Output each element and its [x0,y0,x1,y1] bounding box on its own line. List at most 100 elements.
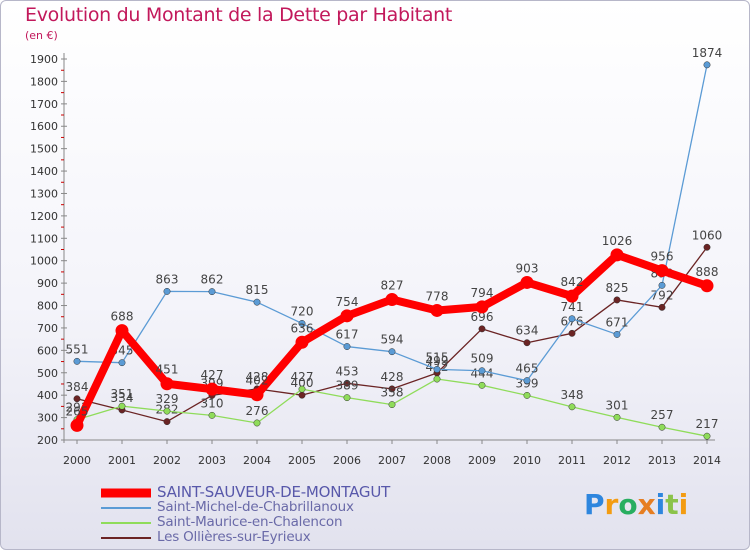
data-point [295,335,309,349]
x-tick-label: 2001 [108,454,136,467]
brand-letter: t [665,488,679,521]
data-label: 778 [426,289,449,303]
data-point [703,243,711,251]
data-label: 301 [606,398,629,412]
brand-letter: x [637,488,656,521]
data-label: 903 [516,261,539,275]
brand-letter: o [618,488,638,521]
data-label: 956 [651,250,674,264]
data-point [118,402,126,410]
x-tick-label: 2013 [648,454,676,467]
y-tick-label: 500 [37,367,58,380]
data-label: 453 [336,364,359,378]
x-tick-label: 2010 [513,454,541,467]
x-tick-label: 2000 [63,454,91,467]
y-tick-label: 900 [37,277,58,290]
y-tick-label: 1400 [30,165,58,178]
data-label: 515 [426,350,449,364]
data-point [343,343,351,350]
brand-letter: P [584,488,605,521]
y-tick-label: 1500 [30,143,58,156]
data-label: 696 [471,310,494,324]
legend-label: Saint-Maurice-en-Chalencon [157,514,343,530]
y-tick-label: 400 [37,389,58,402]
data-point [700,279,714,293]
chart-title: Evolution du Montant de la Dette par Hab… [25,4,453,26]
data-point [613,296,621,304]
data-label: 351 [111,387,134,401]
data-label: 617 [336,328,359,342]
data-point [523,339,531,347]
data-point [568,403,576,411]
y-tick-label: 700 [37,322,58,335]
data-label: 348 [561,388,584,402]
data-label: 792 [651,288,674,302]
legend-swatch [101,506,151,509]
data-point [73,357,81,365]
y-tick-label: 800 [37,300,58,313]
data-point [250,388,264,402]
data-label: 827 [381,278,404,292]
data-label: 754 [336,295,359,309]
brand-letter: i [655,488,666,521]
legend-label: SAINT-SAUVEUR-DE-MONTAGUT [157,483,391,501]
x-tick-label: 2011 [558,454,586,467]
data-label: 451 [156,363,179,377]
data-label: 257 [651,408,674,422]
data-label: 428 [381,370,404,384]
data-label: 1026 [602,234,633,248]
data-point [523,377,531,385]
data-point [70,418,84,432]
y-tick-label: 1600 [30,120,58,133]
legend-swatch [101,488,151,497]
data-label: 329 [156,392,179,406]
data-label: 310 [201,396,224,410]
data-point [253,419,261,427]
data-point [253,298,261,306]
data-point [478,325,486,333]
y-tick-label: 300 [37,412,58,425]
data-point [298,391,306,399]
data-label: 265 [66,404,89,418]
data-point [703,61,711,69]
x-tick-label: 2006 [333,454,361,467]
data-point [658,423,666,431]
y-tick-label: 1100 [30,232,58,245]
legend-label: Les Ollières-sur-Eyrieux [157,529,311,545]
x-tick-label: 2007 [378,454,406,467]
data-label: 402 [246,374,269,388]
data-point [613,330,621,338]
brand-letter: i [678,488,689,521]
data-label: 334 [111,391,134,405]
data-point [610,248,624,262]
brand-logo: Proxiti [584,488,688,521]
data-point [208,288,216,296]
data-point [388,385,396,393]
data-point [520,275,534,289]
data-label: 551 [66,342,89,356]
y-tick-label: 1200 [30,210,58,223]
data-label: 862 [201,273,224,287]
data-label: 217 [696,417,719,431]
data-label: 720 [291,304,314,318]
data-label: 358 [381,386,404,400]
data-point [655,264,669,278]
data-label: 688 [111,310,134,324]
x-tick-label: 2009 [468,454,496,467]
data-label: 384 [66,380,89,394]
data-label: 389 [336,379,359,393]
data-label: 634 [516,324,539,338]
data-point [73,395,81,403]
data-point [433,365,441,373]
y-tick-label: 1700 [30,98,58,111]
data-label: 842 [561,275,584,289]
x-tick-label: 2008 [423,454,451,467]
brand-letter: r [604,488,619,521]
data-point [565,289,579,303]
x-tick-label: 2014 [693,454,721,467]
data-label: 741 [561,300,584,314]
data-point [163,287,171,295]
data-point [385,292,399,306]
data-point [475,300,489,314]
data-point [388,348,396,356]
